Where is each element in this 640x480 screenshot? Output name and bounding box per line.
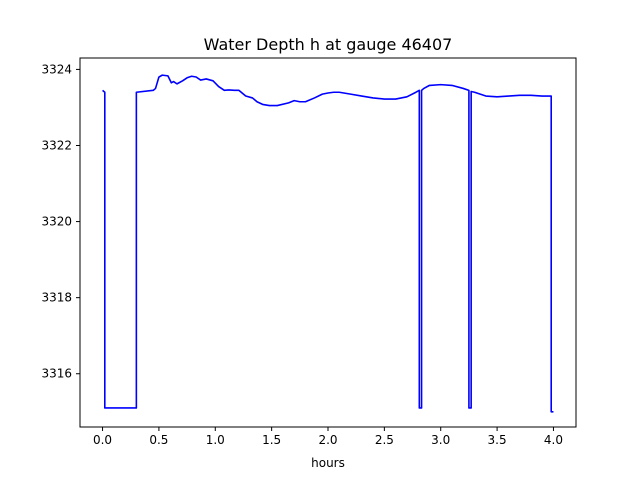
y-tick-label: 3324: [41, 62, 72, 76]
chart-title: Water Depth h at gauge 46407: [204, 35, 453, 54]
ticks-layer: 0.0 0.5 1.0 1.5 2.0 2.5 3.0 3.5 4.0 3316 3318 3320 3…: [41, 62, 563, 447]
y-tick-label: 3320: [41, 215, 72, 229]
x-tick-label: 2.0: [318, 433, 337, 447]
x-tick-label: 0.5: [149, 433, 168, 447]
x-tick-label: 0.0: [93, 433, 112, 447]
y-tick-label: 3318: [41, 291, 72, 305]
x-tick-label: 2.5: [375, 433, 394, 447]
series-line-0: [102, 74, 554, 413]
y-tick-label: 3316: [41, 367, 72, 381]
x-tick-label: 4.0: [544, 433, 563, 447]
x-tick-label: 1.0: [206, 433, 225, 447]
plot-layer: [102, 74, 554, 413]
x-tick-label: 3.0: [431, 433, 450, 447]
y-tick-label: 3322: [41, 138, 72, 152]
x-tick-label: 1.5: [262, 433, 281, 447]
x-tick-label: 3.5: [488, 433, 507, 447]
x-axis-label: hours: [311, 456, 345, 470]
plot-frame: [79, 57, 577, 428]
